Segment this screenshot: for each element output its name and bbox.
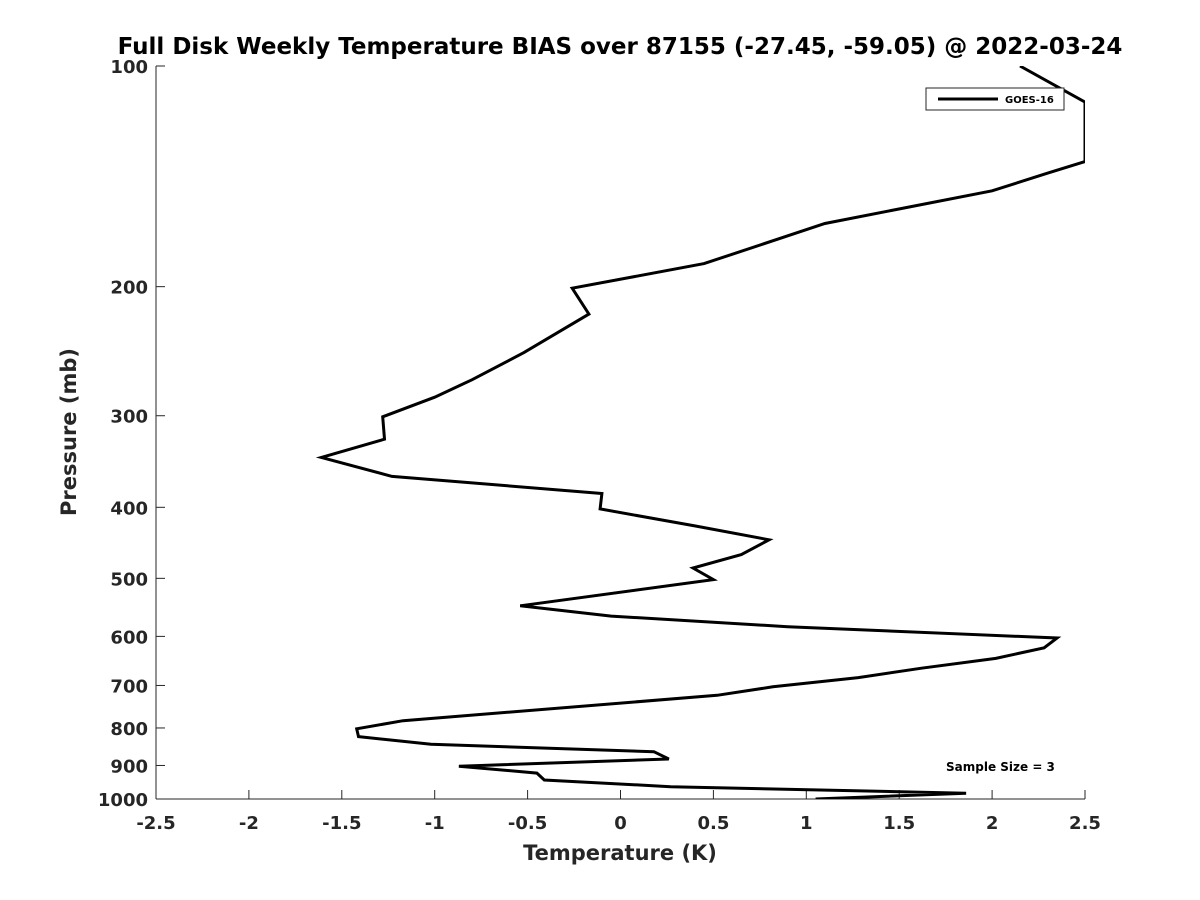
x-tick-label: -1.5 <box>322 813 361 834</box>
x-axis-label: Temperature (K) <box>523 841 717 865</box>
y-tick-label: 800 <box>110 719 148 740</box>
series-line-goes-16 <box>315 66 1085 799</box>
x-tick-label: 2 <box>986 813 999 834</box>
x-tick-label: 0 <box>614 813 627 834</box>
x-tick-label: -1 <box>425 813 445 834</box>
x-ticks: -2.5 -2 -1.5 -1 -0.5 0 0.5 1 1.5 2 2.5 <box>136 790 1101 834</box>
x-tick-label: -2.5 <box>136 813 175 834</box>
series-layer <box>315 66 1085 799</box>
y-tick-label: 700 <box>110 676 148 697</box>
legend: GOES-16 <box>925 87 1065 111</box>
x-tick-label: 2.5 <box>1069 813 1101 834</box>
sample-size-annotation: Sample Size = 3 <box>946 760 1055 774</box>
y-tick-label: 300 <box>110 407 148 428</box>
chart-title: Full Disk Weekly Temperature BIAS over 8… <box>118 34 1123 60</box>
x-tick-label: -2 <box>239 813 259 834</box>
y-axis-label: Pressure (mb) <box>57 348 81 516</box>
y-tick-label: 1000 <box>98 790 148 811</box>
y-tick-label: 400 <box>110 498 148 519</box>
y-tick-label: 600 <box>110 627 148 648</box>
x-tick-label: 1.5 <box>883 813 915 834</box>
y-tick-label: 200 <box>110 278 148 299</box>
x-tick-label: 0.5 <box>697 813 729 834</box>
y-tick-label: 500 <box>110 569 148 590</box>
x-tick-label: -0.5 <box>508 813 547 834</box>
legend-entry-goes-16: GOES-16 <box>1005 95 1054 106</box>
y-tick-label: 900 <box>110 756 148 777</box>
y-tick-label: 100 <box>110 57 148 78</box>
y-ticks: 100 200 300 400 500 600 700 800 900 1000 <box>98 57 165 811</box>
x-tick-label: 1 <box>800 813 813 834</box>
